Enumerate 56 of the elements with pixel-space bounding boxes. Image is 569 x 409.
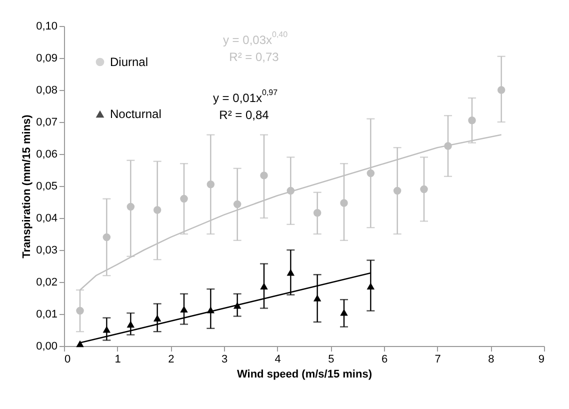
y-tick-label: 0,02	[36, 276, 58, 288]
y-axis-title: Transpiration (mm/15 mins)	[21, 114, 34, 258]
point	[286, 269, 295, 276]
point	[313, 294, 322, 302]
x-axis-title: Wind speed (m/s/15 mins)	[237, 368, 372, 380]
x-tick-label: 3	[221, 354, 228, 366]
point	[286, 186, 295, 195]
y-tick-label: 0,05	[36, 180, 58, 192]
x-tick-label: 6	[381, 354, 388, 366]
point	[497, 86, 506, 94]
point	[313, 209, 322, 217]
annotation: R² = 0,73	[229, 50, 280, 64]
point	[260, 172, 268, 180]
point	[260, 282, 268, 290]
point	[102, 233, 111, 242]
y-tick-label: 0,00	[36, 340, 58, 352]
point	[180, 306, 188, 313]
point	[444, 142, 452, 150]
y-tick-label: 0,08	[36, 84, 58, 96]
point	[233, 200, 242, 208]
point	[420, 185, 428, 194]
x-tick-label: 9	[538, 354, 544, 366]
point	[126, 202, 135, 211]
y-tick-label: 0,03	[36, 244, 58, 256]
y-tick-label: 0,07	[36, 116, 58, 128]
x-tick-label: 1	[114, 354, 121, 366]
y-tick-label: 0,09	[36, 52, 58, 64]
y-tick-label: 0,06	[36, 148, 58, 160]
point	[393, 186, 402, 195]
x-tick-label: 0	[64, 354, 71, 366]
y-tick-label: 0,10	[36, 20, 58, 32]
y-tick-label: 0,04	[36, 212, 58, 224]
x-tick-label: 7	[434, 354, 441, 366]
point	[468, 116, 476, 124]
point	[366, 282, 375, 290]
x-tick-label: 2	[168, 354, 174, 366]
point	[76, 340, 84, 348]
point	[76, 306, 84, 315]
legend-label: Diurnal	[110, 55, 148, 69]
x-tick-label: 5	[328, 354, 334, 366]
point	[153, 314, 162, 322]
point	[366, 169, 375, 178]
x-tick-label: 4	[274, 354, 281, 366]
point	[102, 326, 111, 333]
point	[153, 206, 162, 214]
point	[233, 302, 242, 309]
x-tick-label: 8	[488, 354, 494, 366]
point	[340, 309, 348, 316]
point	[340, 199, 348, 207]
point	[126, 320, 135, 328]
y-tick-label: 0,01	[36, 308, 58, 320]
point	[206, 180, 215, 188]
point	[206, 306, 215, 314]
annotation: R² = 0,84	[219, 108, 270, 122]
legend-label: Nocturnal	[110, 107, 162, 121]
point	[180, 194, 188, 203]
